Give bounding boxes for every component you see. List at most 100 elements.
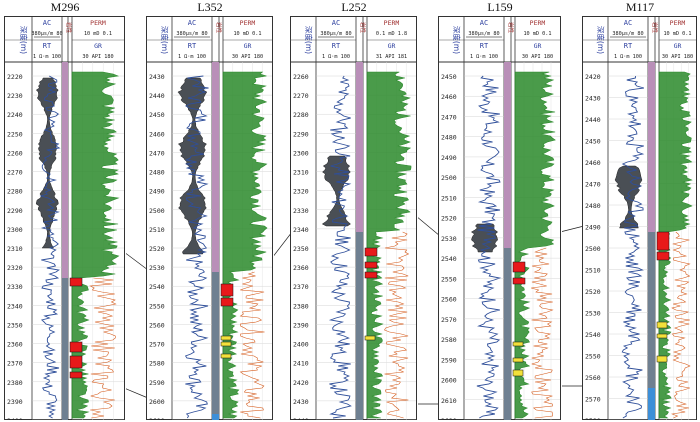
depth-tick-label: 2300 [7,226,23,234]
gr-header-scale: 30 API 180 [662,54,693,60]
depth-tick-label: 2550 [585,353,601,361]
permeable-interval [364,271,378,279]
lithology-water [212,414,219,420]
depth-tick-label: 2280 [7,188,23,196]
depth-tick-label: 2250 [7,130,23,138]
depth-tick-label: 2350 [293,245,309,253]
depth-tick-label: 2260 [293,73,309,81]
depth-tick-label: 2440 [149,92,165,100]
ac-header-scale: 380μs/m 80 [468,31,499,37]
lithology-header: 岩性 [65,22,73,34]
lithology-header: 岩性 [359,22,367,34]
correlation-line [271,231,293,259]
depth-tick-label: 2420 [585,73,601,81]
rt-header-label: RT [188,42,197,50]
depth-tick-label: 2330 [7,283,23,291]
depth-tick-label: 2610 [149,417,165,420]
perm-curve [239,271,265,419]
calcareous-bed [656,321,668,329]
depth-tick-label: 2590 [149,379,165,387]
depth-tick-label: 2300 [293,149,309,157]
depth-tick-label: 2530 [149,264,165,272]
depth-tick-label: 2430 [585,95,601,103]
perm-header-label: PERM [384,19,400,27]
depth-tick-label: 2470 [441,113,457,121]
rt-curve [39,75,61,419]
depth-tick-label: 2270 [293,92,309,100]
perm-curve [531,247,554,419]
perm-header-label: PERM [670,19,686,27]
depth-tick-label: 2500 [149,207,165,215]
depth-tick-label: 2340 [293,226,309,234]
gr-header-label: GR [674,42,682,50]
lithology-sandstone [62,278,68,420]
rt-header-label: RT [624,42,633,50]
gr-curve-fill [514,71,556,419]
ac-header-label: AC [332,19,340,27]
ac-curve-fill [470,223,499,253]
depth-tick-label: 2580 [585,417,601,420]
depth-tick-label: 2490 [441,154,457,162]
well-l252: L252 深度(m) AC 380μs/m 80 RT 1 Ω·m 100 岩性 PERM 0… [290,0,418,422]
depth-tick-label: 2510 [441,194,457,202]
depth-tick-label: 2370 [7,360,23,368]
rt-header-label: RT [480,42,489,50]
permeable-interval [656,231,670,251]
lithology-shale [62,62,68,278]
gr-header-label: GR [94,42,102,50]
ac-header-label: AC [480,19,488,27]
depth-tick-label: 2600 [149,398,165,406]
gr-header-scale: 30 API 180 [522,54,553,60]
depth-tick-label: 2240 [7,111,23,119]
permeable-interval [69,341,83,353]
depth-tick-label: 2460 [441,93,457,101]
gr-header-scale: 31 API 181 [376,54,407,60]
perm-curve [384,231,410,419]
depth-tick-label: 2540 [149,283,165,291]
lithology-shale [504,62,511,248]
calcareous-bed [512,369,524,377]
depth-tick-label: 2290 [7,207,23,215]
depth-tick-label: 2570 [441,316,457,324]
well-log-track: 深度(m) AC 380μs/m 80 RT 1 Ω·m 100 岩性 PERM 10 mD … [4,16,125,420]
well-log-track: 深度(m) AC 380μs/m 80 RT 1 Ω·m 100 岩性 PERM 10 mD … [146,16,273,420]
rt-header-label: RT [43,42,52,50]
calcareous-bed [364,335,376,341]
depth-tick-label: 2280 [293,111,309,119]
gr-header-scale: 30 API 180 [82,54,113,60]
depth-tick-label: 2480 [441,134,457,142]
lithology-sandstone [356,232,363,420]
depth-tick-label: 2420 [293,379,309,387]
ac-header-scale: 380μs/m 80 [176,31,207,37]
depth-header: 深度(m) [596,26,606,54]
permeable-interval [69,371,83,379]
depth-tick-label: 2290 [293,130,309,138]
depth-tick-label: 2560 [585,374,601,382]
depth-tick-label: 2380 [293,302,309,310]
calcareous-bed [220,341,232,347]
correlation-line [415,215,441,237]
perm-header-scale: 10 mD 0.1 [233,31,261,37]
well-name: M117 [625,0,655,14]
depth-tick-label: 2260 [7,149,23,157]
depth-tick-label: 2570 [149,341,165,349]
depth-tick-label: 2490 [585,224,601,232]
correlation-line [559,225,585,233]
calcareous-bed [656,355,668,363]
rt-curve [328,75,352,419]
depth-tick-label: 2540 [585,331,601,339]
depth-tick-label: 2440 [293,417,309,420]
depth-tick-label: 2520 [585,288,601,296]
well-name: M296 [50,0,80,14]
depth-tick-label: 2390 [293,321,309,329]
lithology-shale [648,62,655,232]
depth-tick-label: 2550 [441,275,457,283]
depth-tick-label: 2230 [7,92,23,100]
perm-curve [89,277,117,419]
depth-tick-label: 2310 [293,169,309,177]
well-name: L252 [341,0,367,14]
perm-header-scale: 10 mD 0.1 [84,31,112,37]
well-name: L159 [487,0,513,14]
permeable-interval [512,277,526,285]
ac-header-label: AC [188,19,196,27]
